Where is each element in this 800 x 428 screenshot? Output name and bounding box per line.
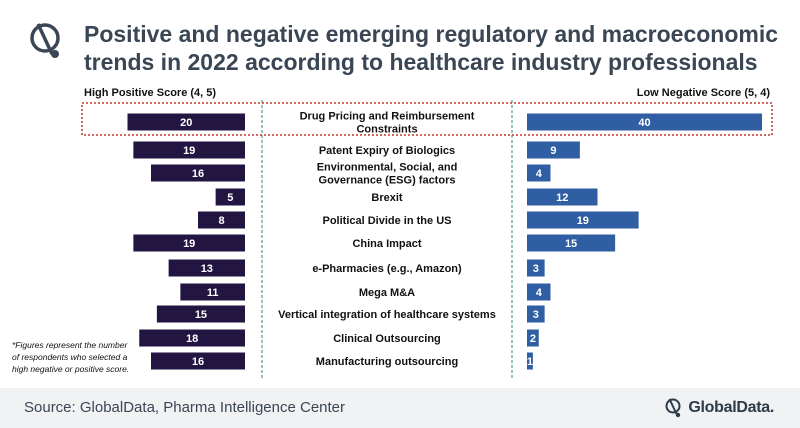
label-positive-score: 20: [180, 117, 192, 129]
category-label: Clinical Outsourcing: [333, 333, 441, 345]
bar-negative-score: [527, 164, 551, 182]
label-positive-score: 11: [207, 287, 219, 299]
bar-positive-score: [133, 234, 245, 252]
label-positive-score: 13: [201, 263, 213, 275]
label-positive-score: 15: [195, 309, 207, 321]
category-label: Brexit: [371, 192, 403, 204]
bar-positive-score: [198, 211, 245, 229]
category-label: China Impact: [352, 238, 421, 250]
bar-negative-score: [527, 352, 533, 370]
bar-negative-score: [527, 188, 598, 206]
bar-positive-score: [127, 113, 245, 131]
category-label: Manufacturing outsourcing: [316, 356, 458, 368]
bar-negative-score: [527, 329, 539, 347]
bar-positive-score: [133, 141, 245, 159]
highlight-box: [81, 102, 773, 136]
label-positive-score: 5: [227, 192, 233, 204]
label-negative-score: 2: [530, 333, 536, 345]
category-label: e-Pharmacies (e.g., Amazon): [312, 263, 462, 275]
bar-negative-score: [527, 211, 639, 229]
footer: Source: GlobalData, Pharma Intelligence …: [0, 388, 800, 428]
label-positive-score: 19: [183, 145, 195, 157]
bar-positive-score: [215, 188, 245, 206]
category-label: Governance (ESG) factors: [319, 175, 456, 187]
note-line-1: *Figures represent the number: [12, 340, 128, 350]
bar-positive-score: [151, 352, 245, 370]
category-label: Constraints: [356, 124, 417, 136]
globaldata-brand-icon: [665, 398, 681, 418]
label-negative-score: 19: [577, 215, 589, 227]
label-positive-score: 18: [186, 333, 198, 345]
bar-negative-score: [527, 234, 616, 252]
title-line-1: Positive and negative emerging regulator…: [84, 21, 779, 47]
left-header: High Positive Score (4, 5): [84, 87, 216, 99]
note-line-3: high negative or positive score.: [12, 364, 129, 374]
globaldata-logo-icon: [30, 23, 60, 58]
diverging-bar-chart: High Positive Score (4, 5) Low Negative …: [12, 87, 773, 378]
bar-negative-score: [527, 283, 551, 301]
label-negative-score: 3: [533, 263, 539, 275]
chart-title: Positive and negative emerging regulator…: [84, 20, 784, 76]
bar-positive-score: [151, 164, 245, 182]
category-label: Environmental, Social, and: [317, 162, 458, 174]
bar-positive-score: [156, 305, 245, 323]
label-negative-score: 12: [556, 192, 568, 204]
footnote: *Figures represent the number of respond…: [12, 340, 129, 374]
brand-text: GlobalData.: [688, 399, 774, 416]
label-negative-score: 4: [536, 287, 543, 299]
bar-negative-score: [527, 113, 762, 131]
label-positive-score: 19: [183, 238, 195, 250]
label-negative-score: 40: [638, 117, 650, 129]
bar-negative-score: [527, 305, 545, 323]
bar-negative-score: [527, 259, 545, 277]
source-text: Source: GlobalData, Pharma Intelligence …: [24, 399, 346, 416]
category-label: Vertical integration of healthcare syste…: [278, 309, 496, 321]
label-positive-score: 16: [192, 356, 204, 368]
bar-positive-score: [168, 259, 245, 277]
label-positive-score: 8: [218, 215, 224, 227]
title-line-2: trends in 2022 according to healthcare i…: [84, 49, 758, 75]
bar-positive-score: [139, 329, 245, 347]
bars-group: 20 40 Drug Pricing and ReimbursementConstr…: [127, 111, 762, 370]
label-negative-score: 3: [533, 309, 539, 321]
label-negative-score: 9: [550, 145, 556, 157]
bar-negative-score: [527, 141, 580, 159]
label-negative-score: 4: [536, 168, 543, 180]
category-label: Mega M&A: [359, 287, 415, 299]
right-header: Low Negative Score (5, 4): [637, 87, 771, 99]
category-label: Drug Pricing and Reimbursement: [300, 111, 475, 123]
label-positive-score: 16: [192, 168, 204, 180]
category-label: Patent Expiry of Biologics: [319, 145, 455, 157]
note-line-2: of respondents who selected a: [12, 352, 128, 362]
label-negative-score: 1: [527, 356, 533, 368]
bar-positive-score: [180, 283, 245, 301]
brand-logo: GlobalData.: [665, 397, 774, 419]
category-label: Political Divide in the US: [323, 215, 452, 227]
label-negative-score: 15: [565, 238, 577, 250]
